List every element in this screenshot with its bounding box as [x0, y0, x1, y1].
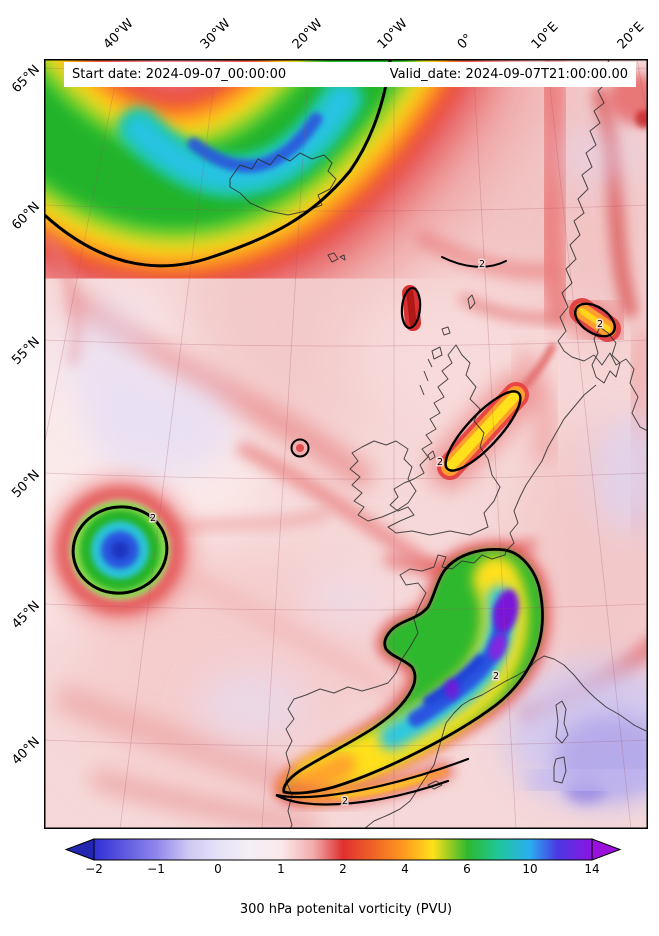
coastline-great-britain: [387, 344, 501, 536]
contour-2pvu: [44, 59, 616, 806]
lon-tick-40w: 40°W: [100, 16, 137, 53]
nw-high-pv-region: [44, 59, 533, 351]
coastline-corsica: [555, 700, 569, 744]
contour-label: 2: [342, 796, 348, 807]
contour-label: 2: [150, 513, 156, 524]
coastline-isle-of-man: [427, 450, 436, 461]
coastline-sardinia: [553, 756, 567, 784]
titlebar: Start date: 2024-09-07_00:00:00 Valid_da…: [64, 62, 636, 87]
contour-label: 2: [597, 319, 603, 330]
colorbar-under-arrow: [64, 838, 95, 861]
coastline-mallorca: [427, 780, 443, 790]
lon-tick-0: 0°: [454, 31, 476, 53]
lon-tick-20w: 20°W: [289, 16, 326, 53]
coastline-hebrides: [419, 346, 443, 396]
colorbar-gradient: [93, 838, 593, 861]
coastline-shetland: [467, 294, 476, 310]
cb-tick-1: 1: [277, 862, 285, 876]
lon-tick-10w: 10°W: [374, 16, 411, 53]
cb-tick-2: 2: [339, 862, 347, 876]
coastline-mainland-west: [285, 384, 597, 829]
colorbar: [64, 838, 622, 861]
negative-pv-patches: [64, 125, 648, 807]
coastline-ireland: [349, 440, 417, 522]
colorbar-over-arrow: [591, 838, 622, 861]
lat-tick-55n: 55°N: [9, 334, 43, 369]
cb-tick-6: 6: [463, 862, 471, 876]
lon-tick-10e: 10°E: [528, 19, 562, 53]
pv-streamer: [284, 549, 543, 802]
lat-tick-45n: 45°N: [9, 598, 43, 633]
coastlines: [229, 59, 648, 829]
lat-tick-40n: 40°N: [9, 734, 43, 769]
contour-label: 2: [479, 259, 485, 270]
cb-tick-10: 10: [522, 862, 538, 876]
coastline-faroe: [327, 252, 346, 263]
lon-tick-30w: 30°W: [197, 16, 234, 53]
cb-tick-0: 0: [214, 862, 222, 876]
start-date-label: Start date: 2024-09-07_00:00:00: [72, 67, 287, 82]
colorbar-caption: 300 hPa potenital vorticity (PVU): [239, 902, 453, 917]
cb-tick-4: 4: [401, 862, 409, 876]
lat-tick-50n: 50°N: [9, 467, 43, 502]
map-frame: [44, 59, 648, 829]
contour-label: 2: [493, 671, 499, 682]
coastline-norway-sweden: [557, 59, 648, 432]
cb-tick-neg2: −2: [85, 862, 103, 876]
cb-tick-14: 14: [584, 862, 600, 876]
cutoff-vortex: [45, 475, 195, 625]
cb-tick-neg1: −1: [147, 862, 165, 876]
lat-tick-65n: 65°N: [9, 62, 43, 97]
lon-tick-20e: 20°E: [614, 19, 648, 53]
coastline-orkney: [441, 326, 451, 336]
lat-tick-60n: 60°N: [9, 199, 43, 234]
contour-labels: 2 2 2 2 2 2: [148, 258, 604, 809]
small-pv-maxima: [284, 285, 630, 807]
valid-date-label: Valid_date: 2024-09-07T21:00:00.00: [389, 67, 628, 82]
contour-label: 2: [437, 457, 443, 468]
coastline-denmark: [591, 326, 621, 384]
pv-map: 2 2 2 2 2 2: [44, 59, 648, 829]
coastline-iceland: [229, 152, 337, 216]
